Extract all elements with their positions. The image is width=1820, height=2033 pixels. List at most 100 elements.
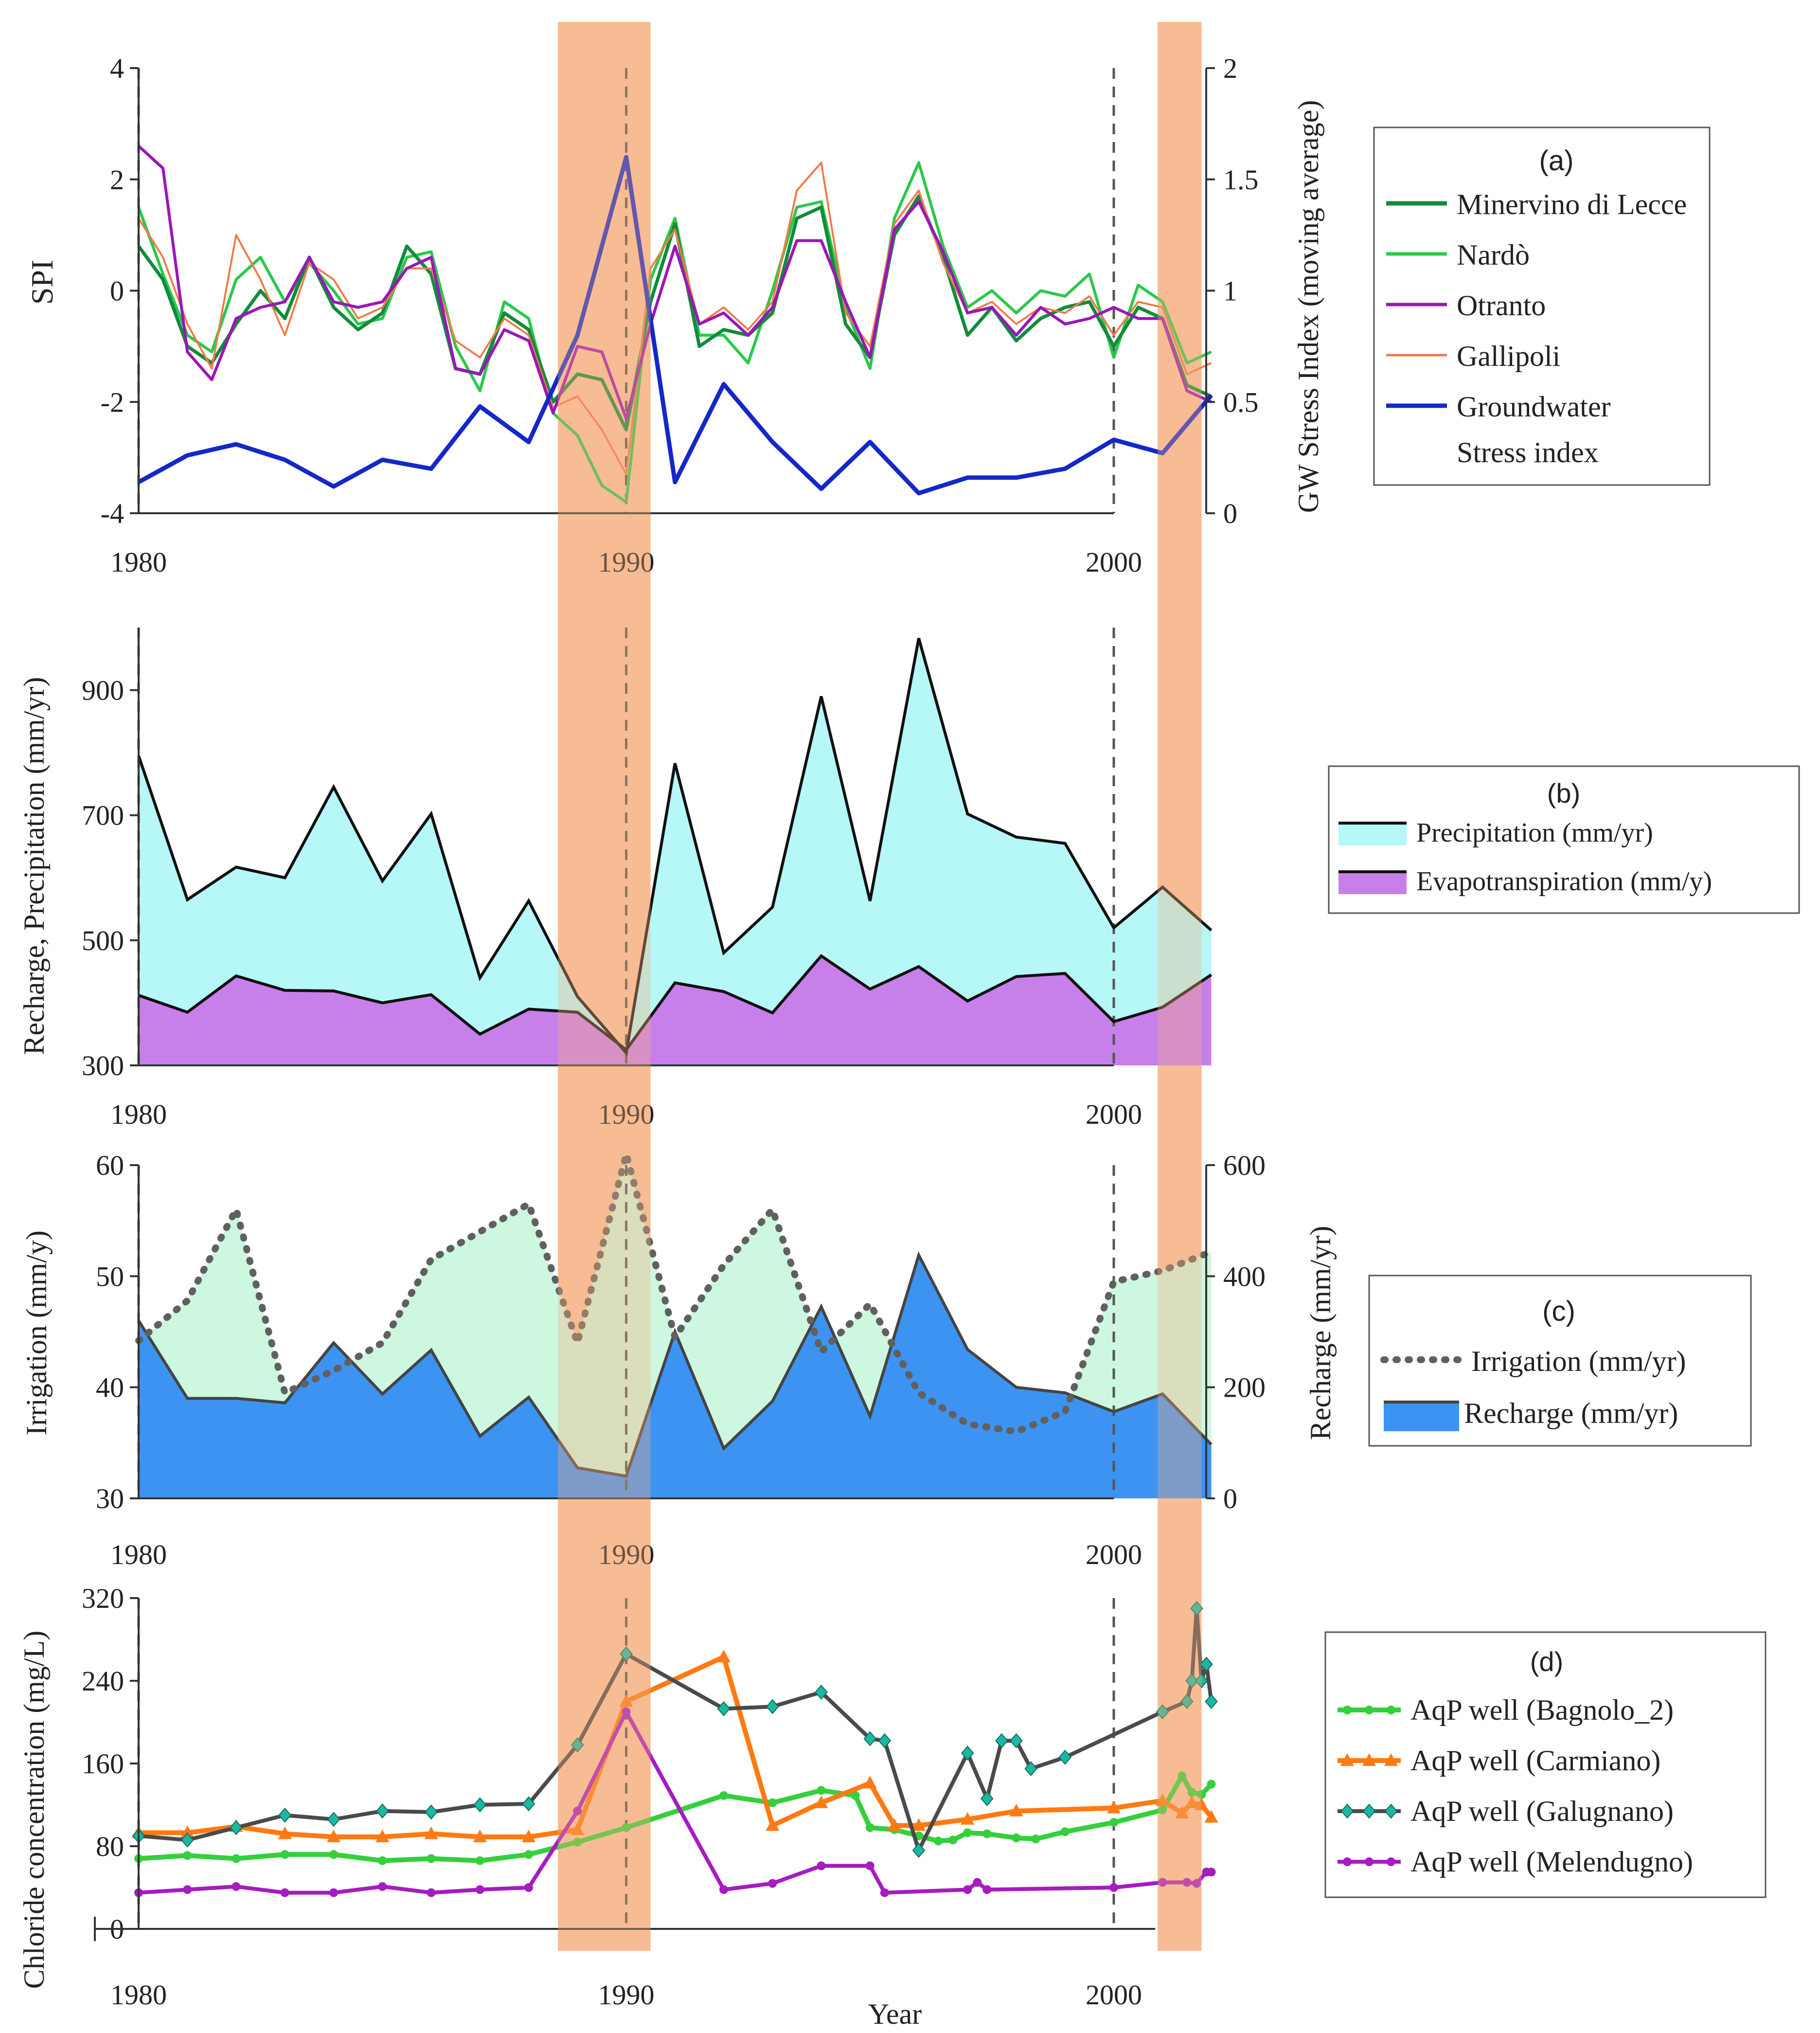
chloride-point-melendugno: [183, 1885, 192, 1894]
chloride-point-carmiano: [619, 1694, 633, 1707]
chloride-point-bagnolo: [622, 1823, 631, 1832]
legend-d-swatch-marker-galugnano: [1362, 1803, 1376, 1819]
chloride-point-galugnano: [961, 1745, 974, 1761]
chloride-point-bagnolo: [329, 1850, 338, 1859]
chloride-point-melendugno: [232, 1882, 241, 1891]
chloride-point-galugnano: [278, 1807, 292, 1823]
panel-c-xtick-label: 1990: [598, 1539, 655, 1570]
legend-a-label-otranto: Otranto: [1457, 289, 1546, 322]
chloride-point-galugnano: [522, 1796, 535, 1812]
chloride-point-carmiano: [766, 1818, 780, 1831]
chloride-point-galugnano: [1180, 1693, 1194, 1709]
chloride-point-carmiano: [571, 1822, 585, 1835]
panel-c-ytick-label: 50: [96, 1260, 124, 1292]
legend-d-swatch-marker-melendugno: [1365, 1857, 1374, 1866]
chloride-line-melendugno: [138, 1709, 1212, 1895]
chloride-point-bagnolo: [232, 1854, 241, 1863]
chloride-point-melendugno: [768, 1879, 777, 1888]
chloride-point-bagnolo: [183, 1851, 192, 1860]
panel-b-xtick-label: 1980: [110, 1098, 167, 1130]
panel-c-ytick-label: 30: [96, 1483, 124, 1514]
precipitation-line: [137, 638, 1213, 1057]
shaded-periods-overlay: [558, 22, 1202, 1951]
chloride-point-bagnolo: [1178, 1771, 1187, 1781]
legend-c-label-irrigation: Irrigation (mm/yr): [1471, 1345, 1686, 1377]
chloride-point-carmiano: [473, 1829, 487, 1842]
chloride-point-carmiano: [887, 1818, 901, 1831]
chloride-point-bagnolo: [1109, 1818, 1118, 1827]
irrigation-line: [135, 1140, 1215, 1436]
legend-d-swatch-marker-galugnano: [1340, 1803, 1354, 1819]
panel-d-xtick-label: 2000: [1086, 1979, 1142, 2011]
chloride-point-melendugno: [1182, 1878, 1192, 1887]
panel-a-y2tick-label: 1.5: [1223, 164, 1259, 196]
chloride-point-bagnolo: [1031, 1835, 1040, 1844]
chloride-point-galugnano: [230, 1820, 243, 1835]
shaded-period-overlay-1: [558, 22, 651, 1951]
chloride-point-carmiano: [1156, 1793, 1170, 1806]
spi-line-nard-: [137, 161, 1212, 504]
panel-a-ytick-label: 2: [110, 164, 124, 196]
legend-c: (c) Irrigation (mm/yr) Recharge (mm/yr): [1368, 1275, 1752, 1447]
chloride-point-carmiano: [863, 1776, 877, 1789]
chloride-point-galugnano: [1190, 1601, 1203, 1616]
chloride-point-bagnolo: [1158, 1805, 1167, 1815]
legend-d-swatch-marker-bagnolo: [1343, 1706, 1352, 1714]
legend-a-title: (a): [1539, 145, 1574, 177]
legend-d-label-bagnolo: AqP well (Bagnolo_2): [1410, 1694, 1674, 1726]
panel-c-y2tick-label: 400: [1223, 1260, 1266, 1292]
chloride-point-carmiano: [912, 1818, 926, 1831]
panel-a-xtick-label: 1990: [598, 546, 655, 578]
legend-b-title: (b): [1547, 778, 1580, 809]
legend-d-swatch-marker-galugnano: [1384, 1803, 1398, 1819]
chloride-point-bagnolo: [475, 1856, 484, 1865]
panel-a-y2tick-label: 2: [1223, 53, 1237, 84]
panel-a-xtick-label: 1980: [110, 546, 167, 578]
panel-c-y2tick-label: 200: [1223, 1372, 1266, 1403]
chloride-point-galugnano: [995, 1733, 1008, 1748]
panel-c-y2tick-label: 0: [1223, 1483, 1237, 1514]
panel-a-ytick-label: -4: [101, 498, 124, 529]
data-lines: [132, 144, 1218, 1897]
chloride-point-carmiano: [1175, 1806, 1189, 1818]
chloride-point-melendugno: [865, 1861, 874, 1871]
chloride-point-melendugno: [280, 1888, 289, 1897]
chloride-point-melendugno: [973, 1878, 982, 1887]
panel-a-ylabel: SPI: [25, 260, 59, 305]
chloride-point-galugnano: [1205, 1693, 1218, 1709]
legend-b-swatch-et: [1338, 871, 1407, 894]
legend-c-swatch-recharge: [1384, 1401, 1459, 1431]
legend-d-label-melendugno: AqP well (Melendugno): [1410, 1846, 1693, 1878]
chloride-point-carmiano: [375, 1829, 390, 1842]
chloride-point-galugnano: [375, 1803, 389, 1819]
legend-d-swatch-marker-melendugno: [1343, 1857, 1352, 1866]
chloride-point-melendugno: [1158, 1878, 1167, 1887]
panel-a-y2tick-label: 0.5: [1223, 386, 1259, 418]
chloride-point-melendugno: [378, 1882, 387, 1891]
chloride-point-carmiano: [961, 1812, 975, 1825]
panel-b-ytick-label: 300: [82, 1050, 124, 1081]
panel-d-xtick-label: 1990: [598, 1979, 655, 2011]
chloride-point-melendugno: [817, 1861, 826, 1871]
chloride-point-galugnano: [981, 1791, 994, 1806]
legend-b-box: [1328, 765, 1800, 914]
chloride-point-bagnolo: [524, 1850, 533, 1859]
panel-c-ytick-label: 60: [96, 1150, 124, 1181]
chloride-point-bagnolo: [1012, 1834, 1021, 1842]
chloride-point-bagnolo: [573, 1837, 582, 1847]
legend-d: (d) AqP well (Bagnolo_2) AqP well (Carmi…: [1324, 1631, 1766, 1898]
legend-d-label-carmiano: AqP well (Carmiano): [1410, 1745, 1660, 1777]
panel-a-y2tick-label: 1: [1223, 275, 1237, 307]
panel-c-xtick-label: 1980: [110, 1539, 167, 1570]
panel-d-ylabel: Chloride concentration (mg/L): [18, 1631, 50, 1989]
legend-a-label-gwsi-1: Groundwater: [1457, 391, 1611, 423]
chloride-point-melendugno: [622, 1707, 631, 1716]
panel-a-ytick-label: 4: [110, 53, 124, 84]
recharge-area: [139, 1255, 1212, 1498]
legend-c-label-recharge: Recharge (mm/yr): [1464, 1397, 1678, 1429]
legend-d-box: [1324, 1631, 1766, 1898]
legend-b-swatch-precip: [1338, 822, 1407, 846]
chloride-point-carmiano: [1107, 1800, 1121, 1814]
